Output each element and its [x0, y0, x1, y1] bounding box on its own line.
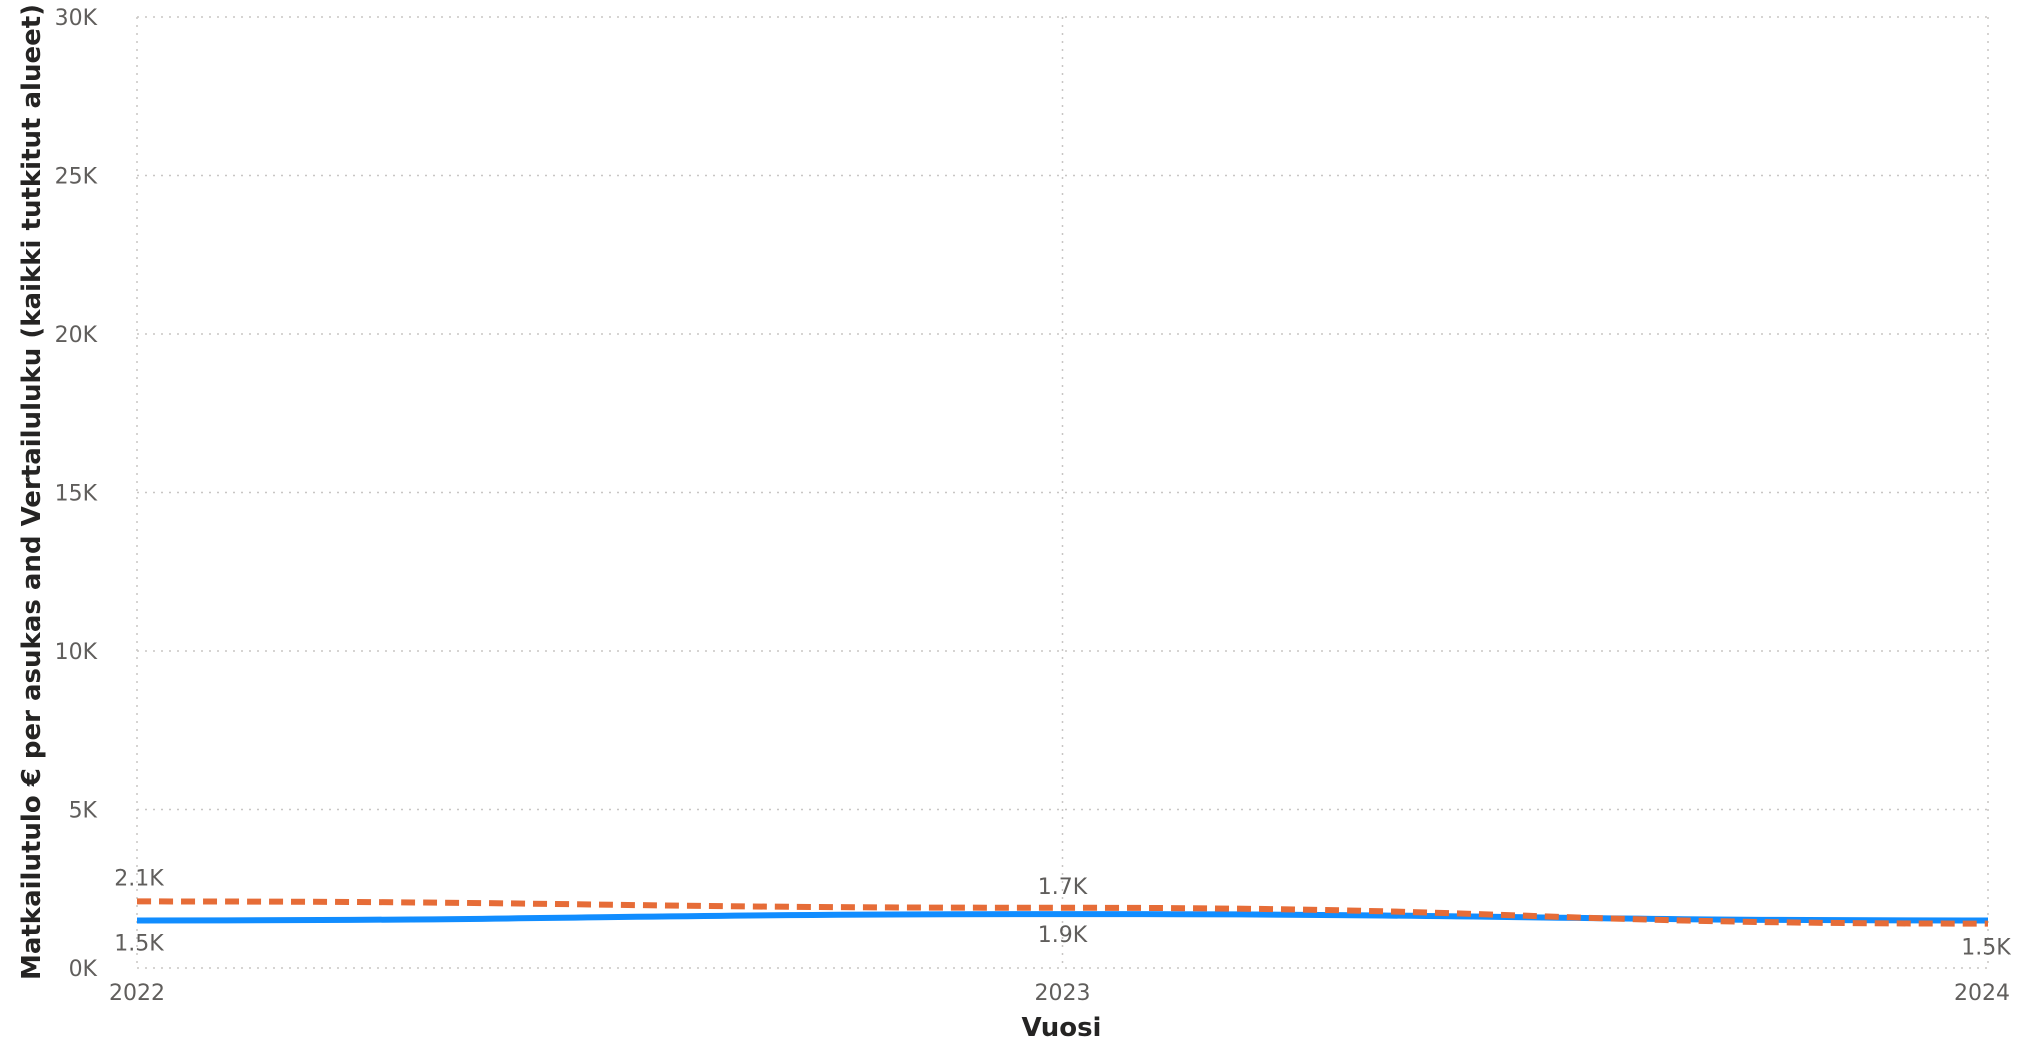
axis-ticks: 0K 5K 10K 15K 20K 25K 30K 2022 2023 2024 — [55, 6, 2010, 1006]
data-label: 1.5K — [1961, 935, 2011, 960]
x-tick-label: 2023 — [1035, 981, 1091, 1006]
y-tick-label: 5K — [69, 799, 98, 824]
data-label: 2.1K — [114, 866, 164, 891]
series-line-2 — [136, 898, 1989, 927]
series-lines — [136, 898, 1989, 927]
x-axis-title: Vuosi — [1022, 1013, 1102, 1043]
data-label: 1.5K — [114, 931, 164, 956]
y-tick-label: 20K — [55, 323, 98, 348]
y-tick-label: 0K — [69, 957, 98, 982]
y-tick-label: 10K — [55, 640, 98, 665]
data-label: 1.7K — [1038, 875, 1088, 900]
data-label: 1.9K — [1038, 923, 1088, 948]
gridlines — [136, 16, 1989, 969]
y-tick-label: 25K — [55, 165, 98, 190]
x-tick-label: 2022 — [109, 981, 165, 1006]
y-tick-label: 15K — [55, 482, 98, 507]
y-axis-title: Matkailutulo € per asukas and Vertailulu… — [17, 4, 47, 980]
data-labels: 1.5K 1.7K 1.5K 2.1K 1.9K — [114, 866, 2011, 960]
x-tick-label: 2024 — [1954, 981, 2010, 1006]
y-tick-label: 30K — [55, 6, 98, 31]
series-line-1 — [136, 911, 1989, 924]
